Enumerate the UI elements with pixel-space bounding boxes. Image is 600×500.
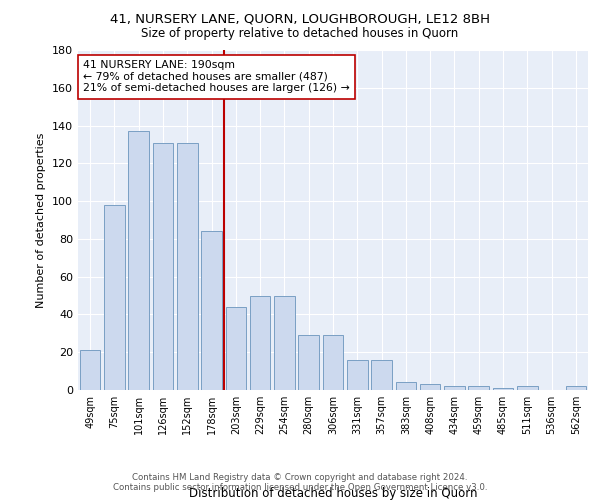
Y-axis label: Number of detached properties: Number of detached properties	[37, 132, 46, 308]
Bar	[347, 360, 368, 390]
Bar	[250, 296, 271, 390]
Bar	[444, 386, 465, 390]
Bar	[493, 388, 514, 390]
Bar	[128, 131, 149, 390]
Bar	[274, 296, 295, 390]
Bar	[420, 384, 440, 390]
Bar	[298, 335, 319, 390]
Bar	[104, 205, 125, 390]
Bar	[395, 382, 416, 390]
Bar	[371, 360, 392, 390]
Bar	[152, 142, 173, 390]
Text: 41 NURSERY LANE: 190sqm
← 79% of detached houses are smaller (487)
21% of semi-d: 41 NURSERY LANE: 190sqm ← 79% of detache…	[83, 60, 350, 94]
Bar	[80, 350, 100, 390]
Bar	[201, 232, 222, 390]
Bar	[517, 386, 538, 390]
X-axis label: Distribution of detached houses by size in Quorn: Distribution of detached houses by size …	[189, 487, 477, 500]
Text: Size of property relative to detached houses in Quorn: Size of property relative to detached ho…	[142, 28, 458, 40]
Text: 41, NURSERY LANE, QUORN, LOUGHBOROUGH, LE12 8BH: 41, NURSERY LANE, QUORN, LOUGHBOROUGH, L…	[110, 12, 490, 26]
Bar	[226, 307, 246, 390]
Bar	[323, 335, 343, 390]
Text: Contains HM Land Registry data © Crown copyright and database right 2024.
Contai: Contains HM Land Registry data © Crown c…	[113, 473, 487, 492]
Bar	[469, 386, 489, 390]
Bar	[177, 142, 197, 390]
Bar	[566, 386, 586, 390]
